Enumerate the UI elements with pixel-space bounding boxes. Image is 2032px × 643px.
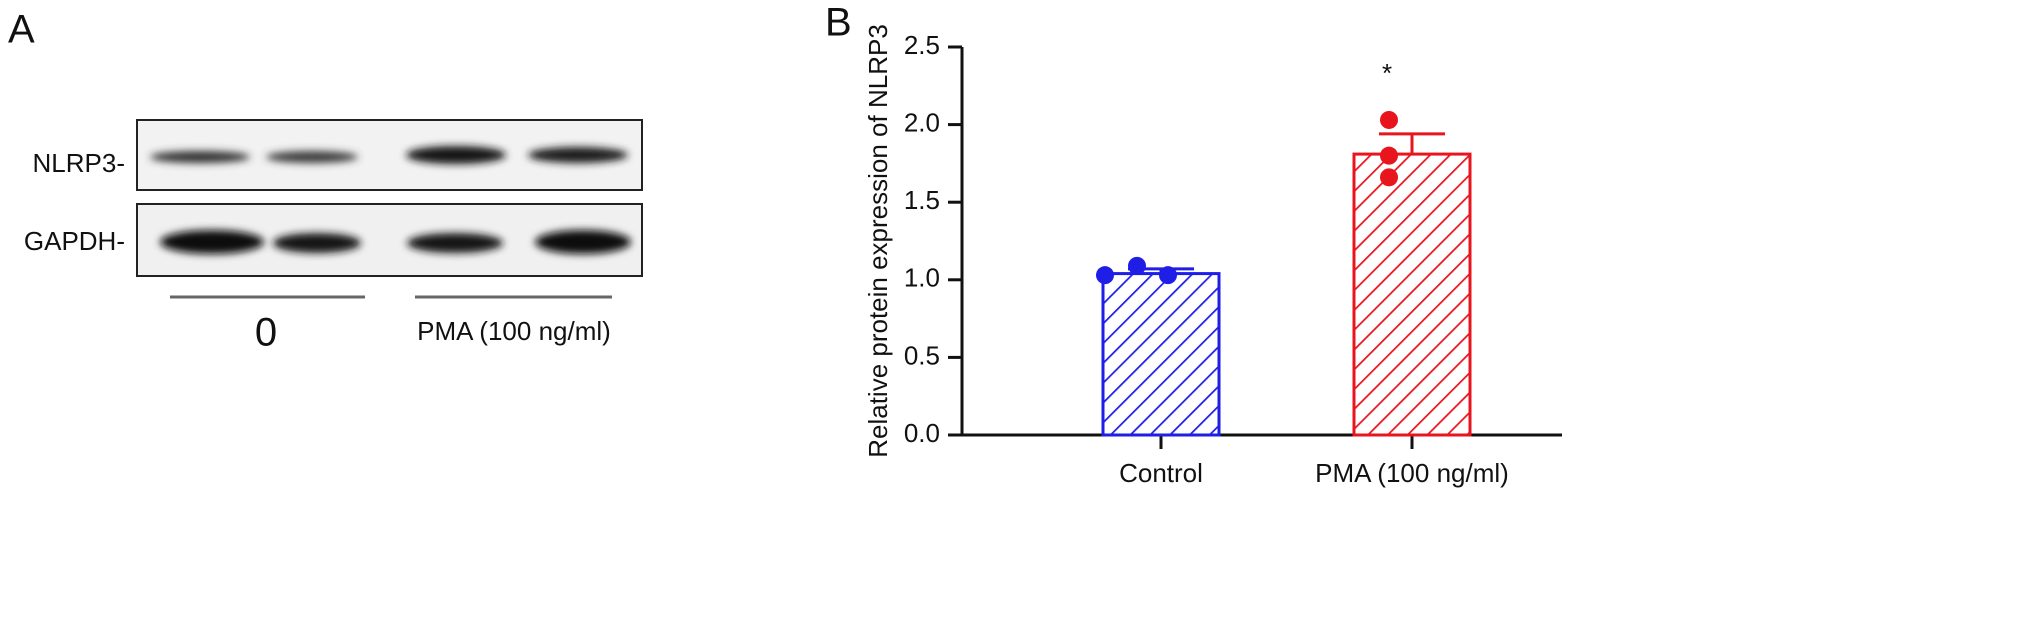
data-point — [1096, 266, 1114, 285]
band — [273, 233, 361, 253]
group-label: 0 — [255, 311, 277, 355]
band — [528, 147, 628, 163]
data-point — [1159, 266, 1177, 285]
row-label: GAPDH- — [24, 226, 125, 256]
data-point — [1380, 110, 1398, 129]
band — [406, 146, 506, 164]
panel-a: A NLRP3- GAPDH- 0 PMA (100 ng/ml) — [8, 8, 643, 355]
y-tick-label: 1.0 — [904, 263, 940, 293]
y-axis-label: Relative protein expression of NLRP3 — [863, 24, 893, 458]
y-tick-label: 0.0 — [904, 418, 940, 448]
x-tick-label: Control — [1119, 458, 1203, 488]
y-tick-label: 2.0 — [904, 107, 940, 137]
bar — [1352, 152, 1472, 437]
y-tick-label: 0.5 — [904, 340, 940, 370]
band — [266, 151, 358, 163]
band — [535, 230, 631, 254]
data-point — [1380, 146, 1398, 165]
x-tick-label: PMA (100 ng/ml) — [1315, 458, 1509, 488]
band — [407, 233, 503, 253]
bar — [1101, 272, 1221, 437]
y-tick-label: 1.5 — [904, 185, 940, 215]
group-label: PMA (100 ng/ml) — [417, 316, 611, 346]
y-tick-label: 2.5 — [904, 30, 940, 60]
data-point — [1380, 168, 1398, 187]
panel-label: B — [825, 1, 852, 45]
data-point — [1128, 256, 1146, 275]
panel-b: B Relative protein expression of NLRP3 0… — [825, 1, 1562, 488]
bands — [150, 146, 631, 254]
row-label: NLRP3- — [33, 148, 125, 178]
band — [160, 230, 264, 254]
panel-label: A — [8, 8, 35, 52]
significance-label: * — [1382, 58, 1392, 88]
band — [150, 151, 250, 163]
